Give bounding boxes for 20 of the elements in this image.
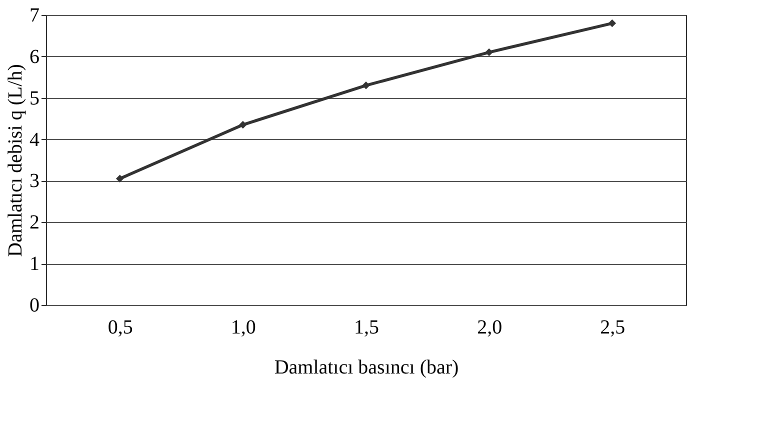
x-tick-label: 1,5 bbox=[354, 316, 379, 338]
y-tick-label: 3 bbox=[30, 170, 40, 192]
point bbox=[116, 174, 124, 183]
y-tick-label: 2 bbox=[30, 212, 40, 234]
y-tick-label: 5 bbox=[30, 87, 40, 110]
point bbox=[485, 48, 493, 56]
x-tick-label: 2,0 bbox=[477, 316, 502, 338]
y-tick-label: 0 bbox=[30, 294, 40, 316]
point bbox=[608, 19, 616, 28]
point bbox=[362, 82, 370, 90]
x-axis-title: Damlatıcı basıncı (bar) bbox=[274, 356, 459, 378]
point bbox=[239, 120, 247, 129]
y-tick-label: 1 bbox=[30, 253, 40, 276]
y-tick-label: 7 bbox=[30, 4, 40, 26]
x-tick-label: 2,5 bbox=[600, 316, 626, 338]
y-axis-title: Damlatıcı debisi q (L/h) bbox=[4, 64, 26, 257]
x-tick-label: 1,0 bbox=[230, 316, 256, 338]
x-tick-label: 0,5 bbox=[108, 316, 133, 338]
y-tick-label: 4 bbox=[30, 128, 40, 151]
y-tick-label: 6 bbox=[30, 46, 40, 68]
